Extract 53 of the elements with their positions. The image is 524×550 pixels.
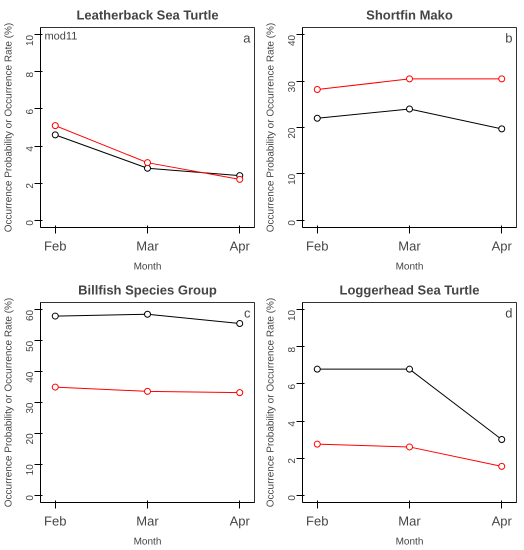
annotation: c: [244, 306, 251, 320]
y-tick-label: 20: [25, 432, 36, 444]
y-axis-title: Occurrence Probability or Occurrence Rate (%): [4, 298, 14, 508]
x-axis-title: Month: [396, 262, 424, 272]
y-tick-label: 40: [25, 371, 36, 383]
y-tick-label: 0: [25, 494, 36, 501]
y-tick-label: 4: [287, 420, 298, 427]
x-tick-label: Apr: [492, 238, 513, 254]
chart-title: Leatherback Sea Turtle: [76, 8, 219, 22]
x-tick-label: Mar: [398, 238, 422, 254]
y-tick-label: 30: [287, 80, 298, 92]
y-tick-label: 10: [25, 464, 36, 476]
y-tick-label: 8: [25, 72, 36, 78]
chart-title: Shortfin Mako: [366, 8, 453, 22]
y-tick-label: 2: [25, 182, 36, 189]
y-axis-title: Occurrence Probability or Occurrence Rate (%): [4, 22, 14, 232]
x-tick-label: Apr: [492, 514, 513, 528]
y-tick-label: 20: [287, 127, 298, 139]
x-axis-title: Month: [396, 536, 424, 548]
y-tick-label: 4: [25, 146, 36, 152]
x-tick-label: Feb: [44, 514, 66, 528]
chart-title: Loggerhead Sea Turtle: [340, 282, 480, 298]
y-tick-label: 50: [25, 340, 36, 352]
y-tick-label: 10: [287, 173, 298, 185]
x-tick-label: Mar: [398, 514, 422, 528]
x-tick-label: Mar: [136, 514, 160, 528]
y-tick-label: 8: [287, 346, 298, 353]
x-tick-label: Feb: [306, 514, 328, 528]
y-axis-title: Occurrence Probability or Occurrence Rate (%): [266, 298, 276, 508]
y-tick-label: 60: [25, 309, 36, 322]
y-tick-label: 2: [287, 458, 298, 464]
y-tick-label: 40: [287, 34, 298, 46]
x-tick-label: Apr: [230, 238, 251, 254]
x-tick-label: Feb: [44, 238, 66, 254]
y-tick-label: 10: [287, 309, 298, 322]
x-axis-title: Month: [134, 262, 162, 272]
y-tick-label: 0: [287, 220, 298, 226]
x-tick-label: Apr: [230, 514, 251, 528]
annotation: b: [505, 30, 513, 46]
x-tick-label: Mar: [136, 238, 160, 254]
y-tick-label: 6: [287, 384, 298, 390]
y-tick-label: 0: [287, 494, 298, 501]
annotation: mod11: [44, 30, 78, 42]
y-tick-label: 30: [25, 402, 36, 414]
x-axis-title: Month: [134, 536, 162, 548]
annotation: a: [243, 30, 252, 46]
y-tick-label: 0: [25, 220, 36, 226]
annotation: d: [505, 306, 513, 320]
x-tick-label: Feb: [306, 238, 328, 254]
chart-title: Billfish Species Group: [78, 282, 217, 298]
y-tick-label: 6: [25, 108, 36, 115]
y-axis-title: Occurrence Probability or Occurrence Rate (%): [266, 22, 276, 232]
y-tick-label: 10: [25, 34, 36, 46]
